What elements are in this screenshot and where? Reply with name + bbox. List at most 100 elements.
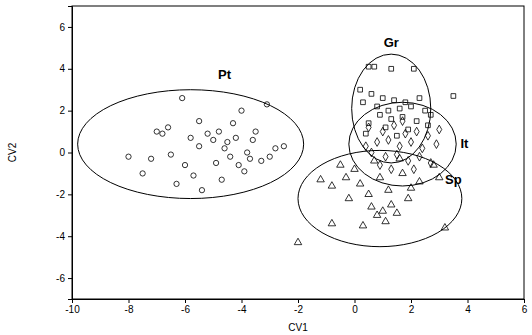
point <box>361 100 366 105</box>
point <box>245 150 250 155</box>
point <box>377 161 382 170</box>
point <box>351 165 358 171</box>
y-tick-mark <box>68 236 72 237</box>
point <box>180 95 185 100</box>
point <box>356 180 363 186</box>
point <box>451 94 456 99</box>
point <box>386 136 391 145</box>
x-tick: -6 <box>181 299 190 315</box>
point <box>358 87 363 92</box>
point <box>369 92 374 97</box>
point <box>264 102 269 107</box>
point <box>126 154 131 159</box>
x-tick: -8 <box>125 299 134 315</box>
point <box>168 152 173 157</box>
group-label: Pt <box>218 67 232 82</box>
point <box>267 154 272 159</box>
y-tick-mark <box>68 278 72 279</box>
data-area <box>78 54 462 247</box>
point <box>406 157 411 166</box>
point <box>408 138 413 147</box>
point <box>165 125 170 130</box>
point <box>140 171 145 176</box>
point <box>411 165 416 174</box>
group-label: It <box>460 136 469 151</box>
x-tick-mark <box>242 299 243 303</box>
point <box>294 238 301 244</box>
point <box>441 224 448 230</box>
point <box>317 175 324 181</box>
point <box>174 181 179 186</box>
point <box>383 152 388 161</box>
x-tick-label: 2 <box>409 304 415 315</box>
x-tick: 6 <box>522 299 528 315</box>
point <box>250 137 255 142</box>
point <box>225 139 230 144</box>
point <box>399 169 406 175</box>
point <box>420 144 425 153</box>
x-tick-label: 6 <box>522 304 528 315</box>
y-tick-label: -4 <box>56 231 65 242</box>
point <box>375 138 380 147</box>
point <box>233 135 238 140</box>
x-tick: 2 <box>409 299 415 315</box>
point <box>382 217 389 223</box>
point <box>430 161 437 167</box>
y-tick: -4 <box>56 231 72 242</box>
point <box>396 154 403 160</box>
point <box>182 162 187 167</box>
x-tick: -4 <box>238 299 247 315</box>
point <box>328 219 335 225</box>
y-axis: -6-4-20246 <box>56 7 72 300</box>
point <box>385 186 392 192</box>
group-label: Sp <box>445 172 462 187</box>
y-tick: 0 <box>59 147 72 158</box>
point <box>376 173 383 179</box>
point <box>369 148 374 157</box>
y-tick-mark <box>68 153 72 154</box>
point <box>363 142 368 151</box>
point <box>160 131 165 136</box>
point <box>397 106 402 111</box>
point <box>191 173 196 178</box>
point <box>216 129 221 134</box>
point <box>416 178 423 184</box>
y-tick-label: 0 <box>59 147 65 158</box>
x-tick: -10 <box>65 299 80 315</box>
point <box>428 112 433 117</box>
confidence-ellipse <box>352 54 431 163</box>
x-tick-label: -2 <box>294 304 303 315</box>
point <box>407 184 414 190</box>
point <box>378 112 383 117</box>
x-tick-label: -8 <box>125 304 134 315</box>
point <box>188 135 193 140</box>
point <box>213 160 218 165</box>
x-tick: 4 <box>465 299 471 315</box>
point <box>337 161 344 167</box>
point <box>414 127 419 136</box>
y-tick-label: 4 <box>59 63 65 74</box>
y-tick: -6 <box>56 273 72 284</box>
x-axis: -10-8-6-4-20246 <box>65 299 527 315</box>
x-tick-mark <box>298 299 299 303</box>
point <box>230 121 235 126</box>
y-tick: -2 <box>56 189 72 200</box>
point <box>437 125 442 134</box>
y-tick-label: -2 <box>56 189 65 200</box>
point <box>219 177 224 182</box>
y-tick: 6 <box>59 22 72 33</box>
point <box>199 188 204 193</box>
x-tick: -2 <box>294 299 303 315</box>
y-tick: 4 <box>59 63 72 74</box>
point <box>404 194 411 200</box>
x-axis-line <box>73 300 525 304</box>
y-tick-mark <box>68 111 72 112</box>
point <box>436 173 443 179</box>
point <box>239 108 244 113</box>
point <box>434 140 439 149</box>
point <box>379 207 386 213</box>
group-label: Gr <box>384 35 399 50</box>
confidence-ellipse <box>298 150 462 246</box>
point <box>395 133 400 138</box>
point <box>205 131 210 136</box>
